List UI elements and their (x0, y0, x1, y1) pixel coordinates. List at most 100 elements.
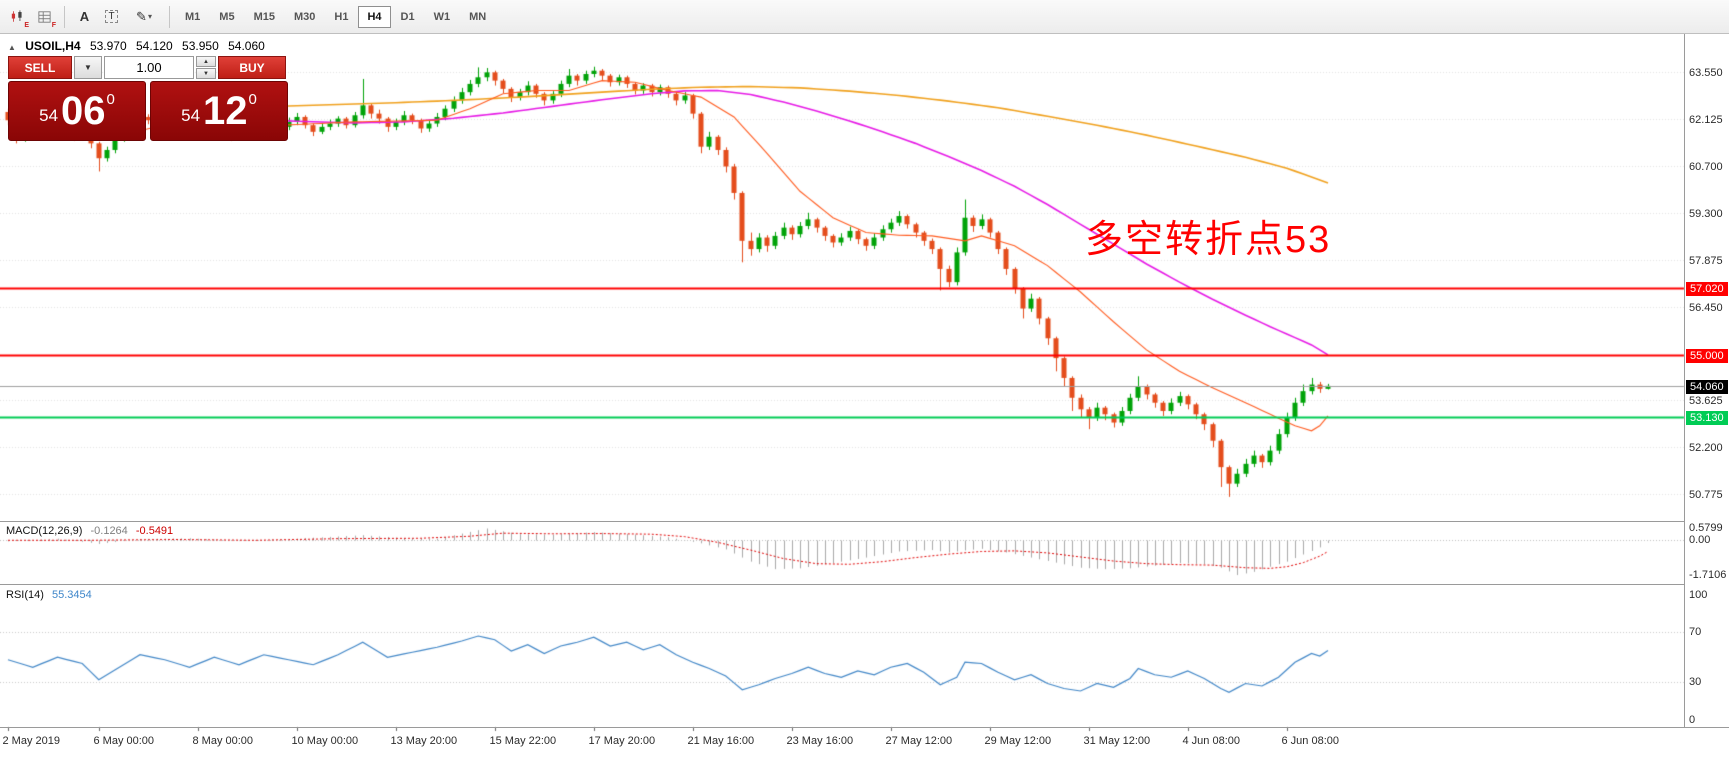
buy-button[interactable]: BUY (218, 56, 286, 79)
price-axis-label: 59.300 (1689, 207, 1723, 220)
chevron-down-icon: ▼ (203, 70, 209, 77)
text-box-tool-button[interactable]: T (98, 4, 125, 30)
price-axis-separator (1684, 34, 1685, 727)
time-axis-label: 6 Jun 08:00 (1281, 735, 1340, 747)
hline-label: 57.020 (1686, 281, 1728, 296)
open-value: 53.970 (89, 39, 127, 53)
bid-price-label: 54.060 (1686, 379, 1728, 394)
timeframe-button-w1[interactable]: W1 (425, 6, 460, 28)
volume-spinner: ▲ ▼ (196, 56, 216, 79)
price-axis-label: 56.450 (1689, 301, 1723, 314)
price-axis-label: 57.875 (1689, 254, 1723, 267)
ohlc-header: ▲ USOIL,H4 53.970 54.120 53.950 54.060 (8, 39, 271, 53)
tool-subscript: E (24, 21, 29, 29)
toolbar-separator (64, 5, 65, 28)
text-box-icon: T (105, 10, 118, 23)
macd-axis-label: -1.7106 (1689, 569, 1727, 582)
drawing-tools-button[interactable]: ✎ ▾ (125, 4, 163, 30)
price-axis-label: 62.125 (1689, 113, 1723, 126)
buy-price-pips: 12 (203, 89, 248, 133)
candlestick-chart-tool-button[interactable]: E (4, 4, 31, 30)
macd-main-value: -0.1264 (90, 525, 128, 537)
timeframe-button-mn[interactable]: MN (460, 6, 495, 28)
text-label-icon: A (79, 9, 90, 24)
tool-subscript: F (51, 21, 56, 29)
low-value: 53.950 (182, 39, 219, 53)
volume-decrease-button[interactable]: ▼ (196, 68, 216, 79)
price-axis-label: 50.775 (1689, 488, 1723, 501)
timeframe-button-group: M1 M5 M15 M30 H1 H4 D1 W1 MN (176, 5, 495, 28)
hline-label: 53.130 (1686, 410, 1728, 425)
time-axis-label: 27 May 12:00 (885, 735, 953, 747)
rsi-axis-label: 70 (1689, 626, 1702, 639)
pencil-icon: ✎ (136, 8, 147, 24)
rsi-name: RSI(14) (6, 589, 44, 601)
chevron-down-icon: ▼ (84, 63, 92, 72)
candlestick-chart-icon (11, 10, 22, 22)
rsi-axis-label: 30 (1689, 676, 1702, 689)
sell-price-point: 0 (106, 91, 115, 108)
pane-separator (0, 584, 1684, 585)
volume-input[interactable] (104, 56, 194, 79)
indicator-list-tool-button[interactable]: F (31, 4, 58, 30)
chevron-up-icon: ▲ (203, 58, 209, 65)
pane-separator (0, 727, 1729, 728)
buy-price-display[interactable]: 54 12 0 (150, 81, 288, 141)
time-axis-label: 23 May 16:00 (786, 735, 854, 747)
macd-name: MACD(12,26,9) (6, 525, 83, 537)
price-axis-label: 53.625 (1689, 394, 1723, 407)
grid-list-icon (38, 10, 51, 23)
price-axis-label: 52.200 (1689, 441, 1723, 454)
sell-price-pips: 06 (61, 89, 106, 133)
time-axis-label: 21 May 16:00 (687, 735, 755, 747)
macd-header: MACD(12,26,9) -0.1264 -0.5491 (6, 525, 178, 537)
pane-separator (0, 521, 1684, 522)
symbol-timeframe-label: USOIL,H4 (25, 39, 81, 53)
timeframe-button-h4[interactable]: H4 (358, 5, 391, 28)
sell-button[interactable]: SELL (8, 56, 72, 79)
price-axis-label: 60.700 (1689, 160, 1723, 173)
close-value: 54.060 (228, 39, 265, 53)
time-axis-label: 15 May 22:00 (489, 735, 557, 747)
rsi-value: 55.3454 (51, 589, 92, 601)
timeframe-button-d1[interactable]: D1 (392, 6, 424, 28)
buy-price-point: 0 (248, 91, 257, 108)
timeframe-button-h1[interactable]: H1 (325, 6, 357, 28)
price-axis-label: 63.550 (1689, 66, 1723, 79)
time-axis-label: 31 May 12:00 (1083, 735, 1151, 747)
time-axis-label: 6 May 00:00 (93, 735, 155, 747)
time-axis-label: 10 May 00:00 (291, 735, 359, 747)
timeframe-button-m30[interactable]: M30 (285, 6, 324, 28)
text-label-tool-button[interactable]: A (71, 4, 98, 30)
macd-signal-value: -0.5491 (135, 525, 174, 537)
rsi-header: RSI(14) 55.3454 (6, 589, 97, 601)
toolbar: E F A T ✎ ▾ M1 M5 M15 M30 H1 H4 D1 W1 MN (0, 0, 1729, 34)
macd-axis-label: 0.00 (1689, 534, 1711, 547)
timeframe-button-m15[interactable]: M15 (245, 6, 284, 28)
chevron-down-icon: ▾ (147, 12, 152, 21)
macd-axis-label: 0.5799 (1689, 522, 1723, 535)
volume-increase-button[interactable]: ▲ (196, 56, 216, 67)
time-axis-label: 2 May 2019 (2, 735, 60, 747)
sell-price-display[interactable]: 54 06 0 (8, 81, 146, 141)
time-axis-label: 13 May 20:00 (390, 735, 458, 747)
chart-annotation-text[interactable]: 多空转折点53 (1085, 219, 1332, 261)
time-axis-label: 4 Jun 08:00 (1182, 735, 1241, 747)
toolbar-separator (169, 5, 170, 28)
symbol-marker-icon: ▲ (8, 43, 16, 52)
sell-price-prefix: 54 (39, 106, 59, 125)
order-type-dropdown[interactable]: ▼ (74, 56, 102, 79)
one-click-trading-panel: SELL ▼ ▲ ▼ BUY 54 06 0 54 12 0 (8, 56, 288, 141)
timeframe-button-m1[interactable]: M1 (176, 6, 209, 28)
timeframe-button-m5[interactable]: M5 (210, 6, 243, 28)
high-value: 54.120 (136, 39, 173, 53)
rsi-axis-label: 100 (1689, 588, 1708, 601)
rsi-axis-label: 0 (1689, 713, 1696, 726)
buy-price-prefix: 54 (181, 106, 201, 125)
time-axis-label: 17 May 20:00 (588, 735, 656, 747)
hline-label: 55.000 (1686, 348, 1728, 363)
time-axis-label: 8 May 00:00 (192, 735, 254, 747)
time-axis-label: 29 May 12:00 (984, 735, 1052, 747)
